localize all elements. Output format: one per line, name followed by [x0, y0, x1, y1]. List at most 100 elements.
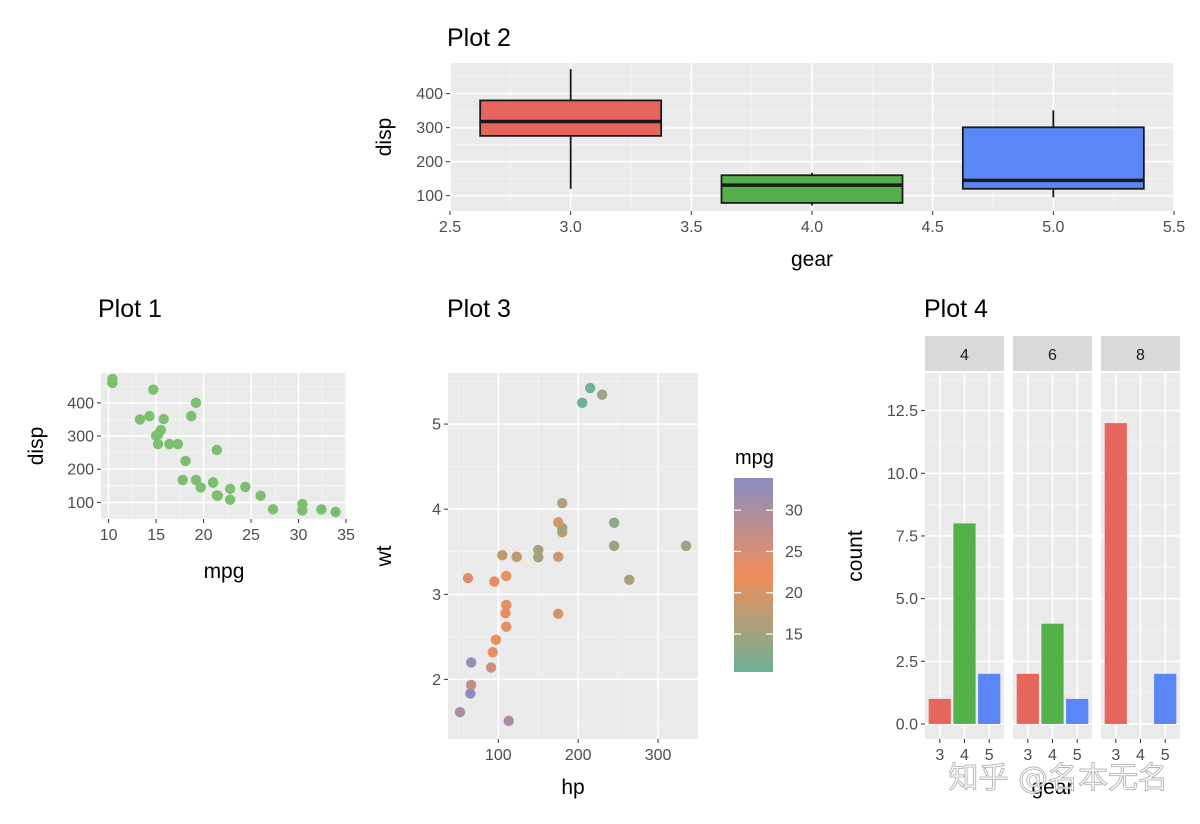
plot3-point	[454, 706, 466, 718]
plot3-y-axis-title: wt	[373, 545, 396, 567]
x-tick-label: 30	[290, 527, 308, 544]
plot3-point	[500, 607, 511, 619]
plot3-point	[680, 540, 692, 551]
plot3-point	[489, 576, 500, 587]
y-tick-label: 2.5	[896, 654, 918, 671]
plot4-facet-strip	[1101, 336, 1180, 371]
plot3-point	[497, 549, 508, 561]
plot3-point	[501, 599, 512, 611]
plot4-facet-label: 6	[1048, 347, 1057, 364]
plot4-bar	[1016, 673, 1039, 724]
y-tick-label: 3	[432, 587, 441, 604]
y-tick-label: 200	[416, 154, 443, 171]
x-tick-label: 3.5	[680, 219, 702, 236]
x-tick-label: 5	[1073, 747, 1082, 764]
y-tick-label: 200	[67, 462, 94, 479]
x-tick-label: 15	[147, 527, 165, 544]
plot4-y-axis-title: count	[844, 530, 867, 582]
plot2-box	[720, 174, 904, 204]
legend-tick-label: 20	[785, 585, 803, 602]
plot1-point	[152, 438, 164, 450]
plot4-bar	[978, 673, 1001, 724]
plot3-point	[608, 540, 620, 551]
plot3-x-axis-title: hp	[561, 776, 584, 799]
plot2-y-axis-title: disp	[373, 118, 396, 157]
x-tick-label: 5	[1161, 747, 1170, 764]
plot3-point	[462, 572, 474, 584]
plot4-facet-strip	[1013, 336, 1092, 371]
x-tick-label: 3	[935, 747, 944, 764]
legend-tick-label: 15	[785, 627, 803, 644]
plot1-point	[195, 482, 206, 493]
plot1-point	[207, 477, 219, 488]
plot1-point	[211, 490, 223, 501]
y-tick-label: 5.0	[896, 591, 918, 608]
plot3-point	[553, 551, 564, 563]
plot1: 10 15 20 25 30 35 100 200 300 400 Plot 1 mpg disp	[25, 295, 355, 583]
plot3-point	[557, 498, 568, 509]
plot1-point	[190, 397, 202, 409]
plot3-point	[596, 389, 608, 400]
plot4-bar	[953, 523, 976, 724]
x-tick-label: 5.0	[1042, 219, 1064, 236]
plot3-point	[553, 608, 564, 620]
plot2-box	[479, 99, 663, 137]
plot1-title: Plot 1	[98, 295, 162, 323]
plot1-point	[164, 438, 175, 450]
y-tick-label: 100	[67, 495, 94, 512]
plot1-point	[224, 483, 236, 495]
x-tick-label: 300	[645, 747, 672, 764]
x-tick-label: 3.0	[560, 219, 582, 236]
x-tick-label: 4.0	[801, 219, 823, 236]
plot4-bar	[1154, 673, 1177, 724]
x-tick-label: 35	[337, 527, 355, 544]
plot3-point	[608, 517, 620, 529]
plot1-point	[267, 504, 279, 515]
plot3-point	[501, 570, 512, 582]
x-tick-label: 5.5	[1163, 219, 1185, 236]
y-tick-label: 2	[432, 672, 441, 689]
y-tick-label: 300	[416, 120, 443, 137]
plot3-point	[624, 574, 635, 586]
plot3-point	[511, 551, 522, 563]
plot1-point	[255, 490, 266, 501]
x-tick-label: 2.5	[439, 219, 461, 236]
y-tick-label: 12.5	[887, 403, 918, 420]
plot1-y-axis-title: disp	[25, 427, 48, 466]
plot3-point	[501, 621, 512, 632]
legend-tick-label: 25	[785, 544, 803, 561]
plot1-panel	[101, 373, 347, 519]
plot4-bar	[1066, 698, 1089, 724]
plot3-point	[553, 517, 564, 528]
plot3-title: Plot 3	[447, 295, 511, 323]
plot4-bar	[1104, 423, 1127, 724]
plot1-point	[150, 430, 162, 441]
plot1-point	[186, 410, 197, 422]
x-tick-label: 4	[960, 747, 969, 764]
watermark-text: 知乎 @名本无名	[948, 761, 1168, 796]
y-tick-label: 400	[416, 86, 443, 103]
plot4-facet-strip	[925, 336, 1004, 371]
plot3: 100 200 300 2 3 4 5 Plot 3 hp wt 15 20 25 30 mpg	[373, 295, 803, 799]
plot2: 2.5 3.0 3.5 4.0 4.5 5.0 5.5 100 200 300 400 Plot 2 g…	[373, 24, 1185, 271]
plot1-point	[240, 481, 251, 493]
x-tick-label: 3	[1111, 747, 1120, 764]
plot1-point	[144, 410, 155, 422]
plot4-bar	[928, 698, 951, 724]
x-tick-label: 20	[195, 527, 213, 544]
plot4-x-axis-title: gear	[1031, 776, 1073, 799]
plot1-point	[211, 444, 223, 456]
plot4-facet-label: 8	[1136, 347, 1145, 364]
plot3-point	[465, 679, 477, 691]
plot1-point	[158, 413, 169, 425]
plot1-point	[330, 506, 341, 518]
y-tick-label: 5	[432, 417, 441, 434]
plot3-point	[503, 715, 514, 727]
plot2-title: Plot 2	[447, 24, 511, 52]
y-tick-label: 400	[67, 395, 94, 412]
plot1-point	[190, 474, 202, 486]
plot3-point	[584, 382, 596, 394]
plot4-title: Plot 4	[924, 295, 988, 323]
plot4-facet-label: 4	[960, 347, 969, 364]
